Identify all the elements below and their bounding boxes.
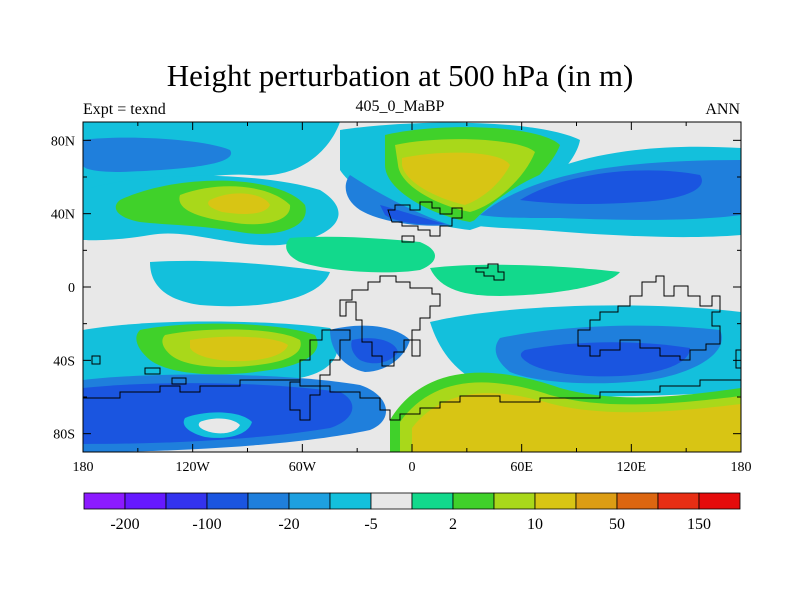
lon-tick-label: 60W: [289, 460, 317, 475]
colorbar-label: -100: [192, 516, 221, 533]
colorbar-swatch: [534, 492, 577, 510]
colorbar-label: 10: [527, 516, 543, 533]
colorbar-swatch: [370, 492, 413, 510]
colorbar-swatch: [452, 492, 495, 510]
lon-tick-label: 180: [731, 460, 752, 475]
colorbar: -200 -100 -20 -5 2 10 50 150: [83, 492, 741, 533]
colorbar-swatch: [247, 492, 290, 510]
contour-fill-north-america-core: [208, 193, 270, 215]
contour-fill-asia-core: [520, 170, 702, 205]
lon-tick-label: 60E: [510, 460, 533, 475]
contour-fill-atlantic-low: [345, 175, 450, 226]
colorbar-swatch: [165, 492, 208, 510]
plot-frame: 180 120W 60W 0 60E 120E 180 80N 40N 0 40S 80S: [51, 121, 752, 475]
contour-fill-atlantic-low-core: [380, 205, 445, 225]
coastline-uk: [401, 235, 415, 243]
contour-fill-tropics-green: [286, 236, 435, 273]
contour-fill-south-pacific-core: [190, 336, 288, 362]
coastline-new-zealand: [735, 349, 741, 369]
lon-tick-label: 0: [409, 460, 416, 475]
colorbar-label: -200: [110, 516, 139, 533]
season-label: ANN: [705, 101, 740, 118]
coastlines: [83, 201, 741, 421]
coastline-madagascar: [411, 339, 421, 357]
colorbar-swatch: [124, 492, 167, 510]
colorbar-label: 2: [449, 516, 457, 533]
colorbar-swatch: [493, 492, 536, 510]
lat-tick-label: 80S: [53, 428, 75, 443]
colorbar-swatch: [575, 492, 618, 510]
lon-tick-label: 120W: [176, 460, 211, 475]
colorbar-swatch: [657, 492, 700, 510]
lat-tick-label: 80N: [51, 134, 75, 149]
contour-fill-antarctic-high-core: [412, 393, 741, 452]
lat-tick-label: 0: [68, 281, 75, 296]
coastline-europe: [387, 201, 463, 237]
contour-fill-southern-ocean-white-spot: [198, 418, 240, 434]
lat-tick-label: 40S: [53, 354, 75, 369]
contour-fill-tropics-cyan: [150, 260, 330, 307]
colorbar-swatch: [329, 492, 372, 510]
contour-fill-north-pacific-core: [83, 137, 232, 172]
contour-fill-europe-core: [402, 152, 510, 205]
colorbar-swatch: [206, 492, 249, 510]
coastline-south-america: [289, 329, 351, 421]
coastline-islands: [91, 355, 187, 385]
coastline-antarctica: [83, 379, 741, 421]
lat-tick-label: 40N: [51, 208, 75, 223]
colorbar-label: 50: [609, 516, 625, 533]
lon-tick-label: 180: [73, 460, 94, 475]
period-label: 405_0_MaBP: [355, 98, 445, 115]
colorbar-label: -20: [278, 516, 299, 533]
plot-title: Height perturbation at 500 hPa (in m): [166, 58, 634, 93]
colorbar-label: -5: [364, 516, 377, 533]
colorbar-swatch: [83, 492, 126, 510]
colorbar-swatch: [616, 492, 659, 510]
coastline-asia-east: [577, 275, 721, 361]
colorbar-swatch: [411, 492, 454, 510]
colorbar-label: 150: [687, 516, 711, 533]
coastline-arabia: [475, 263, 505, 281]
coastline-africa: [339, 275, 441, 367]
contour-fill-tropics-green-east: [430, 264, 620, 296]
colorbar-swatch: [698, 492, 741, 510]
lon-tick-label: 120E: [617, 460, 647, 475]
contour-map: [83, 122, 741, 452]
contour-fill-south-atlantic-low-core: [351, 338, 398, 364]
experiment-label: Expt = texnd: [83, 101, 166, 118]
contour-fill-indian-ocean-core: [520, 342, 690, 377]
colorbar-swatch: [288, 492, 331, 510]
